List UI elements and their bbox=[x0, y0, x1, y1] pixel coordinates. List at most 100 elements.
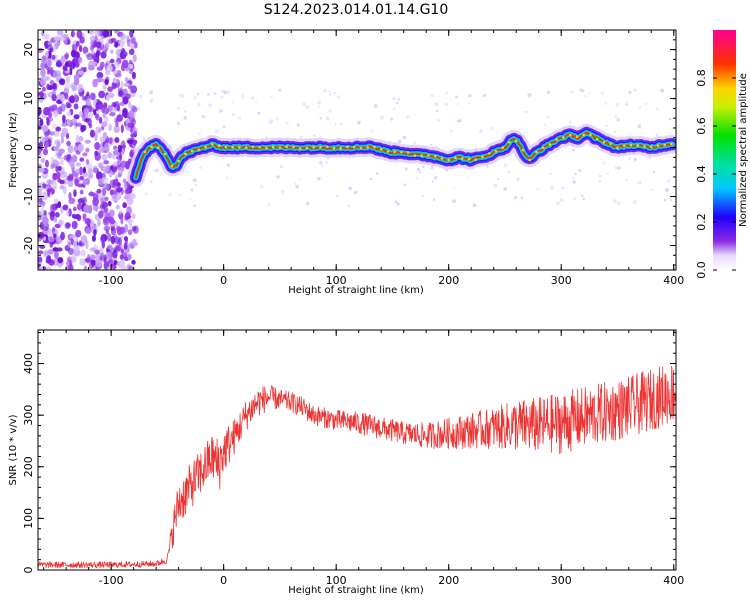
noise-blob bbox=[80, 124, 85, 133]
noise-blob bbox=[120, 232, 124, 240]
noise-blob bbox=[123, 195, 130, 200]
noise-blob bbox=[88, 173, 94, 179]
noise-blob bbox=[83, 265, 88, 270]
speckle-dot bbox=[644, 102, 648, 106]
noise-blob bbox=[130, 133, 136, 138]
speckle-dot bbox=[431, 180, 434, 183]
noise-blob bbox=[64, 222, 71, 230]
noise-blob bbox=[42, 226, 49, 232]
noise-blob bbox=[116, 160, 121, 166]
speckle-dot bbox=[581, 194, 584, 198]
noise-blob bbox=[94, 142, 101, 151]
ridge-dot bbox=[224, 145, 228, 149]
speckle-dot bbox=[444, 102, 449, 107]
speckle-dot bbox=[638, 105, 642, 109]
speckle-dot bbox=[317, 176, 321, 181]
noise-blob bbox=[94, 152, 101, 161]
noise-blob bbox=[68, 248, 75, 255]
snr-y-tick-label: 0 bbox=[22, 567, 35, 574]
speckle-dot bbox=[628, 157, 632, 161]
noise-blob bbox=[93, 108, 97, 116]
noise-blob bbox=[77, 143, 84, 153]
noise-blob bbox=[52, 175, 58, 181]
speckle-dot bbox=[527, 93, 532, 98]
noise-blob bbox=[112, 145, 118, 150]
speckle-dot bbox=[598, 180, 601, 183]
snr-x-tick-label: 400 bbox=[663, 574, 684, 587]
noise-blob bbox=[107, 86, 114, 92]
speckle-dot bbox=[319, 161, 323, 165]
speckle-dot bbox=[280, 189, 285, 194]
speckle-dot bbox=[240, 94, 245, 98]
noise-blob bbox=[53, 130, 60, 137]
noise-blob bbox=[77, 70, 85, 76]
noise-blob bbox=[60, 137, 64, 144]
speckle-dot bbox=[546, 90, 551, 94]
noise-blob bbox=[57, 165, 62, 171]
ridge-dot bbox=[427, 154, 430, 157]
ridge-dot bbox=[575, 135, 579, 139]
noise-blob bbox=[71, 155, 78, 163]
noise-blob bbox=[38, 191, 43, 199]
noise-blob bbox=[119, 254, 125, 260]
noise-blob bbox=[39, 118, 44, 127]
speckle-dot bbox=[325, 161, 329, 165]
speckle-dot bbox=[449, 129, 453, 133]
speckle-dot bbox=[214, 129, 219, 134]
noise-blob bbox=[77, 183, 84, 188]
noise-blob bbox=[38, 256, 43, 263]
speckle-dot bbox=[199, 165, 203, 169]
noise-blob bbox=[73, 189, 77, 198]
noise-blob bbox=[45, 183, 52, 193]
ridge-dot bbox=[305, 146, 309, 150]
ridge-dot bbox=[433, 154, 437, 158]
noise-blob bbox=[82, 178, 87, 186]
speckle-dot bbox=[323, 89, 327, 93]
noise-blob bbox=[130, 37, 136, 44]
speckle-dot bbox=[445, 91, 449, 95]
noise-blob bbox=[45, 116, 50, 121]
noise-blob bbox=[38, 250, 44, 255]
speckle-dot bbox=[347, 204, 351, 208]
noise-blob bbox=[73, 245, 81, 252]
ridge-dot bbox=[589, 133, 592, 137]
speckle-dot bbox=[430, 166, 434, 170]
noise-blob bbox=[40, 207, 45, 216]
speckle-dot bbox=[144, 192, 148, 196]
speckle-dot bbox=[320, 164, 323, 167]
noise-blob bbox=[102, 113, 106, 119]
snr-y-axis-label: SNR (10 * v/v) bbox=[8, 414, 19, 485]
noise-blob bbox=[47, 50, 52, 58]
noise-blob bbox=[70, 30, 75, 38]
ridge-dot bbox=[629, 143, 633, 147]
snr-y-tick-label: 100 bbox=[22, 508, 35, 529]
speckle-dot bbox=[313, 134, 316, 137]
ridge-dot bbox=[170, 164, 174, 168]
noise-blob bbox=[128, 48, 135, 56]
ridge-dot bbox=[609, 142, 613, 145]
noise-blob bbox=[104, 78, 109, 86]
colorbar-tick-label: 0.6 bbox=[695, 117, 708, 135]
ridge-dot bbox=[474, 158, 478, 162]
noise-blob bbox=[67, 241, 71, 248]
noise-blob bbox=[127, 158, 132, 165]
colorbar-tick-label: 0.0 bbox=[695, 261, 708, 279]
noise-blob bbox=[95, 41, 102, 49]
spectrogram-x-ticks: -100 0 100 200 300 400 bbox=[43, 30, 684, 287]
ridge-dot bbox=[393, 150, 396, 154]
speckle-dot bbox=[188, 197, 192, 201]
noise-blob bbox=[125, 93, 131, 100]
colorbar-ticks: 0.0 0.2 0.4 0.6 0.8 bbox=[695, 69, 736, 279]
noise-blob bbox=[39, 78, 47, 87]
noise-blob bbox=[122, 202, 127, 209]
ridge-dot bbox=[184, 152, 187, 156]
ridge-dot bbox=[197, 148, 201, 152]
noise-blob bbox=[127, 253, 132, 261]
snr-y-tick-label: 400 bbox=[22, 353, 35, 374]
noise-blob bbox=[96, 188, 102, 194]
speckle-dot bbox=[222, 125, 226, 129]
noise-blob bbox=[88, 167, 93, 176]
spectrogram-x-tick-label: 100 bbox=[326, 274, 347, 287]
speckle-dot bbox=[559, 198, 564, 202]
noise-blob bbox=[101, 177, 109, 185]
